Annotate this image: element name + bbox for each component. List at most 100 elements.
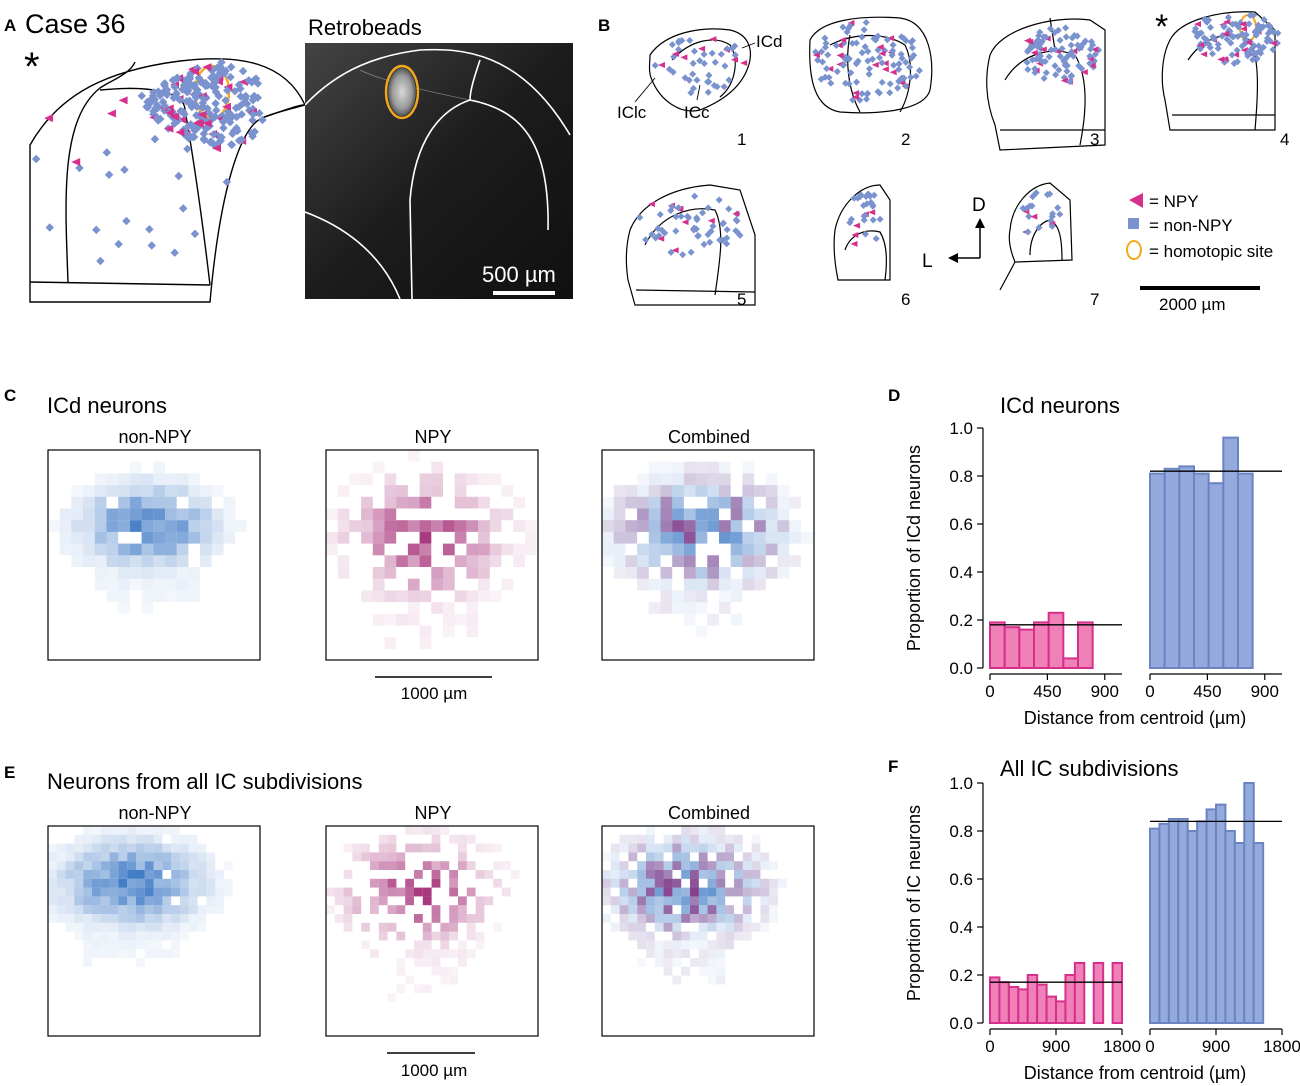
non-npy-neuron-marker: [867, 198, 875, 206]
heatmap-cell: [478, 543, 490, 556]
npy-bar: [1111, 962, 1123, 1024]
heatmap-cell: [760, 878, 770, 888]
heatmap-cell: [660, 543, 673, 556]
heatmap-cell: [422, 843, 432, 853]
heatmap-cell: [144, 940, 154, 950]
npy-neuron-marker: [1240, 25, 1248, 32]
npy-bar: [1073, 962, 1086, 1024]
heatmap-cell: [690, 958, 699, 967]
heatmap-cell: [372, 578, 385, 591]
heatmap-cell: [171, 949, 180, 958]
panel-letter-c: C: [4, 386, 16, 405]
heatmap-cell: [672, 940, 682, 950]
npy-neuron-marker: [1026, 38, 1034, 45]
heatmap-cell: [419, 625, 432, 638]
heatmap-cell: [65, 878, 75, 888]
heatmap-cell: [197, 843, 207, 853]
heatmap-cell: [660, 461, 673, 474]
heatmap-cell: [663, 878, 673, 888]
heatmap-cell: [337, 485, 350, 497]
y-axis-label: Proportion of IC neurons: [904, 805, 924, 1001]
heatmap-cell: [698, 958, 708, 967]
heatmap-cell: [440, 966, 450, 976]
heatmap-cell: [660, 520, 673, 532]
heatmap-cell: [372, 590, 385, 603]
x-tick-label: 900: [1091, 682, 1119, 701]
heatmap-cell: [361, 843, 370, 853]
heatmap-cell: [742, 931, 752, 941]
non-npy-neuron-marker: [679, 251, 687, 259]
heatmap-cell: [730, 496, 743, 509]
npy-neuron-marker: [853, 222, 861, 229]
heatmap-cell: [707, 940, 717, 950]
heatmap-cell: [171, 861, 180, 870]
heatmap-cell: [337, 567, 350, 579]
non-npy-neuron-marker: [725, 76, 733, 84]
heatmap-cell: [171, 931, 180, 941]
heatmap-cell: [613, 496, 626, 509]
heatmap-cell: [610, 852, 620, 862]
heatmap-cell: [92, 843, 101, 853]
heatmap-cell: [501, 508, 514, 521]
heatmap-cell: [789, 555, 801, 567]
npy-bar: [1055, 1000, 1067, 1025]
non-npy-neuron-marker: [236, 92, 245, 101]
heatmap-cell: [200, 520, 212, 532]
non-npy-neuron-marker: [160, 101, 170, 111]
heatmap-cell: [466, 613, 479, 626]
heatmap-cell: [789, 496, 801, 509]
heatmap-cell: [361, 852, 370, 862]
heatmap-cell: [681, 966, 690, 976]
non-npy-neuron-marker: [845, 55, 853, 63]
npy-neuron-marker: [1030, 213, 1038, 220]
heatmap-cell: [478, 473, 490, 486]
heatmap-cell: [742, 555, 755, 567]
heatmap-cell: [59, 531, 72, 544]
heatmap-cell: [56, 852, 66, 862]
heatmap-cell: [100, 922, 110, 932]
heatmap-cell: [716, 949, 726, 958]
heatmap-cell: [654, 940, 664, 950]
heatmap-cell: [672, 508, 684, 521]
heatmap-cell: [440, 931, 450, 941]
heatmap-cell: [683, 531, 696, 544]
heatmap-cell: [716, 826, 726, 835]
heatmap-cell: [188, 861, 198, 870]
heatmap-cell: [83, 896, 92, 906]
heatmap-cell: [100, 914, 110, 923]
heatmap-cell: [637, 578, 649, 591]
heatmap-cell: [742, 567, 755, 579]
heatmap-cell: [197, 922, 207, 932]
heatmap-cell: [405, 975, 414, 985]
heatmap-cell: [716, 852, 726, 862]
non-npy-neuron-marker: [677, 212, 685, 220]
heatmap-cell: [326, 905, 335, 914]
heatmap-cell: [683, 473, 696, 486]
heatmap-cell: [707, 578, 719, 591]
heatmap-cell: [165, 555, 177, 567]
heatmap-cell: [695, 473, 708, 486]
heatmap-cell: [734, 878, 743, 888]
legend-homotopic: = homotopic site: [1149, 242, 1273, 261]
heatmap-cell: [769, 878, 778, 888]
heatmap-cell: [672, 555, 684, 567]
npy-neuron-marker: [71, 158, 81, 167]
heatmap-cell: [449, 834, 458, 844]
heatmap-cell: [672, 922, 682, 932]
heatmap-cell: [188, 473, 201, 486]
heatmap-cell: [127, 887, 136, 897]
heatmap-c-frame-combined: [601, 449, 815, 661]
heatmap-cell: [92, 940, 101, 950]
panel-e-title: Neurons from all IC subdivisions: [47, 769, 362, 794]
heatmap-cell: [734, 887, 743, 897]
heatmap-cell: [637, 496, 649, 509]
heatmap-cell: [176, 531, 189, 544]
heatmap-cell: [141, 485, 154, 497]
heatmap-cell: [141, 496, 154, 509]
non-npy-neuron-marker: [833, 68, 841, 76]
heatmap-cell: [197, 914, 207, 923]
heatmap-cell: [414, 887, 423, 897]
heatmap-cell: [153, 870, 163, 879]
heatmap-cell: [619, 922, 629, 932]
npy-bar: [1047, 611, 1065, 669]
